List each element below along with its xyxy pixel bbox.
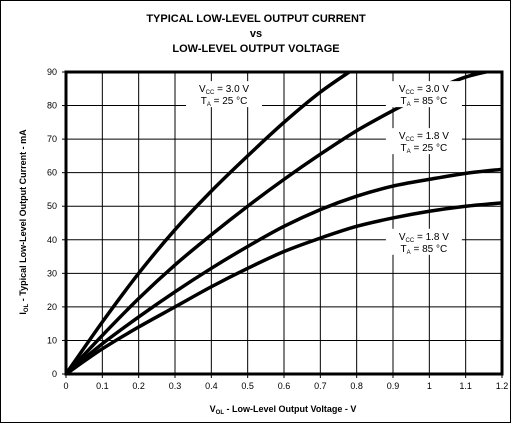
- y-tick-label: 70: [47, 134, 57, 144]
- x-tick-label: 1.2: [496, 381, 509, 391]
- x-axis-title-sub: OL: [216, 410, 225, 416]
- annotation-vcc-text: VCC = 1.8 V: [399, 232, 449, 244]
- chart-title: TYPICAL LOW-LEVEL OUTPUT CURRENT vs LOW-…: [146, 13, 366, 55]
- annotation-ta-subscript: A: [407, 102, 411, 108]
- y-axis-title-sub: OL: [24, 303, 30, 312]
- series-line-1: [66, 72, 353, 374]
- y-tick-label: 20: [47, 302, 57, 312]
- y-tick-label: 90: [47, 67, 57, 77]
- annotation-background: [385, 128, 462, 155]
- annotation-ta-subscript: A: [407, 250, 411, 256]
- chart-title-line-1: TYPICAL LOW-LEVEL OUTPUT CURRENT: [146, 13, 366, 25]
- y-tick-label: 80: [47, 101, 57, 111]
- annotation-vcc-value: = 1.8 V: [414, 232, 449, 243]
- annotation-ta-text: TA = 85 °C: [401, 244, 448, 256]
- y-axis-title-main: I: [18, 312, 28, 315]
- annotation-vcc-symbol: V: [399, 232, 406, 243]
- annotation-2: VCC = 3.0 VTA = 85 °C: [385, 81, 462, 108]
- x-tick-label: 0.7: [314, 381, 327, 391]
- annotation-ta-value: = 85 °C: [411, 96, 448, 107]
- annotation-ta-text: TA = 25 °C: [401, 143, 448, 155]
- x-axis-ticks: 0 0.1 0.2 0.3 0.4 0.5 0.6 0.7 0.8 0.9 1 1.1 1.2: [63, 374, 508, 391]
- y-tick-label: 60: [47, 168, 57, 178]
- x-tick-label: 1: [427, 381, 432, 391]
- series-group: [66, 72, 502, 374]
- chart-title-line-3: LOW-LEVEL OUTPUT VOLTAGE: [172, 43, 339, 55]
- x-tick-label: 0.8: [350, 381, 363, 391]
- x-tick-label: 0.4: [205, 381, 218, 391]
- annotation-ta-subscript: A: [207, 102, 211, 108]
- annotation-ta-symbol: T: [401, 244, 407, 255]
- y-tick-label: 30: [47, 268, 57, 278]
- y-tick-label: 10: [47, 335, 57, 345]
- annotation-vcc-value: = 3.0 V: [414, 84, 449, 95]
- x-tick-label: 0.6: [278, 381, 291, 391]
- annotation-vcc-subscript: CC: [406, 137, 415, 143]
- annotation-vcc-text: VCC = 3.0 V: [199, 84, 249, 96]
- series-line-3: [66, 167, 502, 374]
- annotation-ta-symbol: T: [401, 96, 407, 107]
- annotation-vcc-text: VCC = 3.0 V: [399, 84, 449, 96]
- annotation-vcc-symbol: V: [399, 84, 406, 95]
- x-tick-label: 0.1: [96, 381, 109, 391]
- chart-title-line-2: vs: [250, 28, 262, 40]
- annotation-3: VCC = 1.8 VTA = 25 °C: [385, 128, 462, 155]
- annotation-4: VCC = 1.8 VTA = 85 °C: [385, 228, 462, 256]
- x-axis-title-main: V: [210, 404, 216, 414]
- y-axis-title-rest: - Typical Low-Level Output Current - mA: [18, 129, 28, 304]
- x-axis-title: VOL - Low-Level Output Voltage - V: [210, 404, 357, 416]
- x-axis-title-rest: - Low-Level Output Voltage - V: [224, 404, 356, 414]
- x-tick-label: 0.2: [132, 381, 145, 391]
- annotation-background: [186, 81, 263, 108]
- annotation-vcc-value: = 1.8 V: [414, 131, 449, 142]
- x-tick-label: 1.1: [459, 381, 472, 391]
- annotation-ta-text: TA = 25 °C: [201, 96, 248, 108]
- annotation-background: [385, 228, 462, 255]
- annotation-vcc-subscript: CC: [406, 90, 415, 96]
- annotation-vcc-symbol: V: [399, 131, 406, 142]
- y-tick-label: 40: [47, 235, 57, 245]
- y-tick-label: 0: [52, 369, 57, 379]
- x-tick-label: 0.3: [169, 381, 182, 391]
- y-axis-ticks: 0 10 20 30 40 50 60 70 80 90: [47, 67, 66, 379]
- y-axis-title: IOL - Typical Low-Level Output Current -…: [18, 129, 30, 315]
- annotation-ta-value: = 25 °C: [211, 96, 248, 107]
- annotation-background: [385, 81, 462, 108]
- x-tick-label: 0.5: [241, 381, 254, 391]
- x-tick-label: 0: [63, 381, 68, 391]
- annotation-ta-symbol: T: [201, 96, 207, 107]
- annotation-vcc-subscript: CC: [206, 90, 215, 96]
- x-tick-label: 0.9: [387, 381, 400, 391]
- annotation-ta-text: TA = 85 °C: [401, 96, 448, 108]
- annotation-ta-value: = 85 °C: [411, 244, 448, 255]
- annotation-ta-subscript: A: [407, 149, 411, 155]
- annotation-ta-value: = 25 °C: [411, 143, 448, 154]
- series-line-4: [66, 201, 502, 374]
- annotation-vcc-text: VCC = 1.8 V: [399, 131, 449, 143]
- annotation-vcc-symbol: V: [199, 84, 206, 95]
- annotation-vcc-value: = 3.0 V: [214, 84, 249, 95]
- annotation-ta-symbol: T: [401, 143, 407, 154]
- annotation-1: VCC = 3.0 VTA = 25 °C: [186, 81, 263, 108]
- annotation-vcc-subscript: CC: [406, 238, 415, 244]
- y-tick-label: 50: [47, 201, 57, 211]
